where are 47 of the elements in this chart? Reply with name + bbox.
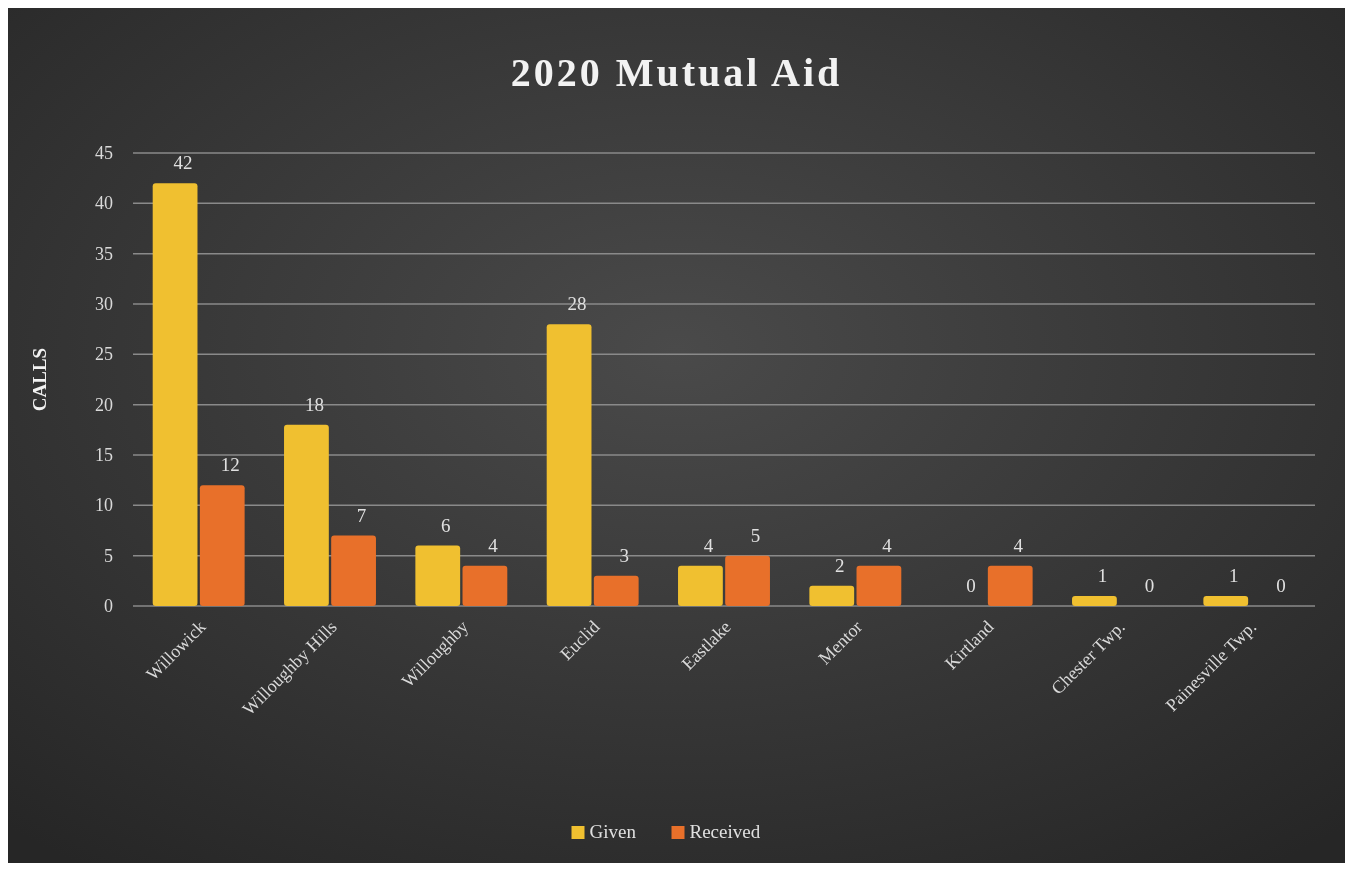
bar: [987, 565, 1033, 606]
data-label: 1: [1097, 564, 1108, 586]
bar: [1203, 595, 1249, 606]
data-label: 4: [703, 534, 714, 556]
y-tick-label: 45: [95, 143, 113, 163]
bar: [152, 183, 198, 606]
legend-label: Received: [689, 821, 761, 842]
data-label: 4: [488, 534, 499, 556]
data-label: 0: [966, 575, 976, 596]
bar: [462, 565, 508, 606]
y-tick-label: 0: [104, 596, 113, 616]
data-label: 5: [750, 524, 761, 546]
chart-title: 2020 Mutual Aid: [510, 50, 843, 95]
data-label: 0: [1276, 575, 1286, 596]
data-label: 0: [1144, 575, 1155, 596]
y-tick-label: 20: [95, 394, 113, 415]
data-label: 4: [1013, 534, 1024, 556]
data-label: 1: [1229, 564, 1239, 586]
y-axis-title: CALLS: [29, 347, 50, 412]
data-label: 7: [356, 504, 367, 526]
y-tick-label: 40: [95, 193, 113, 214]
bar: [678, 565, 723, 606]
legend-label: Given: [589, 821, 637, 842]
bar: [809, 585, 855, 606]
bar: [415, 545, 461, 606]
data-label: 18: [304, 393, 324, 415]
data-label: 3: [619, 544, 629, 566]
bar: [331, 535, 376, 606]
data-label: 4: [882, 534, 893, 556]
data-label: 6: [441, 514, 451, 536]
bar: [1072, 595, 1117, 606]
bar: [284, 424, 329, 606]
bar: [546, 324, 592, 606]
y-tick-label: 30: [95, 294, 113, 314]
data-label: 28: [567, 293, 587, 315]
y-tick-label: 25: [95, 344, 113, 365]
y-tick-label: 35: [95, 243, 113, 264]
bar: [593, 575, 639, 606]
bar: [725, 555, 770, 606]
y-tick-label: 15: [95, 445, 113, 465]
bar: [199, 485, 245, 606]
data-label: 42: [173, 152, 193, 174]
data-label: 2: [835, 554, 845, 576]
data-label: 12: [220, 454, 240, 476]
y-tick-label: 10: [95, 495, 113, 516]
y-tick-label: 5: [104, 545, 113, 566]
bar: [856, 565, 902, 606]
